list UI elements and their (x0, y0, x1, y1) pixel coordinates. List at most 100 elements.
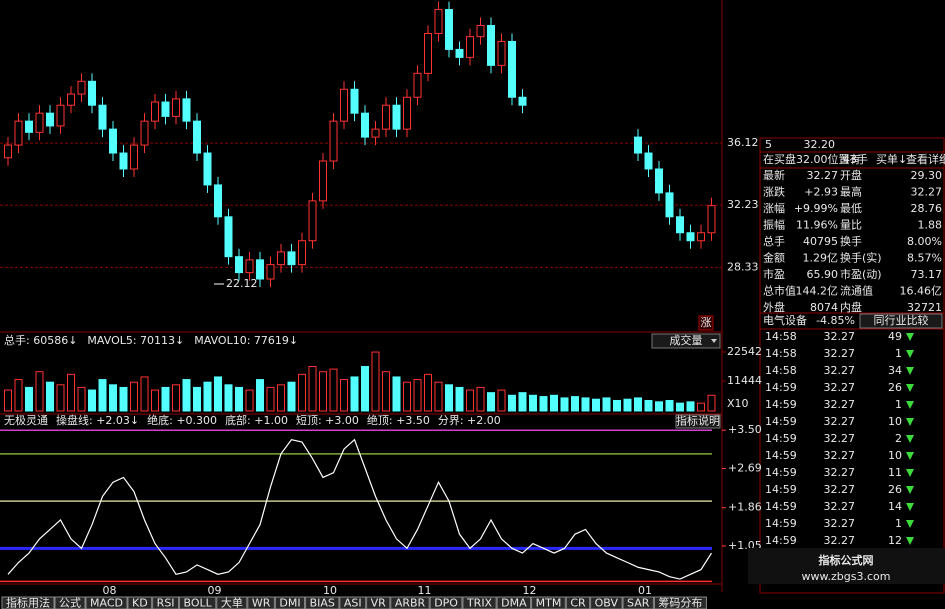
tab-label[interactable]: TRIX (466, 597, 493, 609)
trade-arrow (906, 418, 914, 426)
quote-value: 1.88 (918, 219, 943, 232)
tab-label[interactable]: 筹码分布 (658, 596, 702, 609)
candle-body (203, 152, 212, 186)
quote-label: 流通值 (840, 284, 873, 298)
tab[interactable] (179, 596, 217, 609)
quote-value: 40795 (803, 235, 838, 248)
candle-body (403, 96, 411, 130)
tab[interactable] (152, 596, 180, 609)
tab-label[interactable]: ASI (344, 597, 362, 609)
tab[interactable] (216, 596, 248, 609)
trade-arrow (906, 384, 914, 392)
trade-arrow (906, 401, 914, 409)
volume-bar (634, 397, 642, 412)
candle-body (329, 120, 338, 162)
candle-body (161, 101, 170, 117)
trade-volume: 1 (895, 347, 902, 360)
quote-value: +9.99% (794, 202, 838, 215)
trade-price: 32.27 (824, 347, 856, 360)
tab-label[interactable]: KD (132, 597, 148, 609)
compare-button[interactable] (859, 313, 943, 329)
tab[interactable] (85, 596, 128, 609)
volume-bar (413, 379, 422, 412)
volume-bar (518, 392, 527, 412)
volume-bar (686, 401, 695, 412)
tab[interactable] (274, 596, 306, 609)
tab-label[interactable]: CR (570, 597, 586, 609)
tab[interactable] (54, 596, 86, 609)
trade-time: 14:59 (765, 415, 797, 428)
candle-body (46, 112, 54, 127)
tab-label[interactable]: BOLL (184, 597, 213, 609)
trade-time: 14:58 (765, 347, 797, 360)
quote-value: 8.00% (907, 235, 942, 248)
tab-label[interactable]: MACD (90, 597, 123, 609)
volume-bar (550, 394, 558, 412)
tab[interactable] (339, 596, 367, 609)
order-info[interactable]: 查看详细 (906, 152, 945, 166)
tab[interactable] (590, 596, 623, 609)
tab-label[interactable]: RSI (157, 597, 175, 609)
candle-body (445, 9, 453, 50)
tab-label[interactable]: DMA (501, 597, 527, 609)
tab-label[interactable]: VR (371, 597, 387, 609)
quote-panel (759, 137, 945, 594)
tab-label[interactable]: DPO (434, 597, 458, 609)
tab[interactable] (565, 596, 591, 609)
volume-button[interactable] (651, 333, 721, 349)
tab[interactable] (366, 596, 391, 609)
y-tick-label: +2.69 (728, 461, 762, 474)
tab[interactable] (127, 596, 153, 609)
volume-bar (98, 379, 107, 412)
tab-label[interactable]: SAR (627, 597, 650, 609)
volume-bar (308, 365, 317, 412)
candle-body (392, 104, 401, 130)
tab-label[interactable]: MTM (536, 597, 562, 609)
candle-body (655, 168, 663, 194)
tab-label[interactable]: 大单 (221, 596, 243, 609)
quote-top-price: 32.20 (804, 138, 836, 151)
tab[interactable] (390, 596, 430, 609)
volume-bar (214, 376, 222, 412)
indicator-button-label[interactable]: 指标说明 (676, 414, 720, 428)
candle-body (340, 88, 348, 122)
tab[interactable] (622, 596, 654, 609)
candle-body (266, 264, 275, 280)
candle-body (88, 80, 96, 106)
tab[interactable] (653, 596, 707, 609)
y-tick-label: +1.86 (728, 501, 762, 514)
candle-body (487, 25, 495, 66)
tab[interactable] (247, 596, 275, 609)
volume-bar (350, 376, 359, 412)
tab-label[interactable]: BIAS (310, 597, 335, 609)
tab[interactable] (531, 596, 566, 609)
candle-body (382, 104, 390, 130)
watermark-title: 指标公式网 (819, 553, 874, 567)
trade-volume: 10 (888, 415, 902, 428)
quote-value: 65.90 (807, 268, 839, 281)
tab-label[interactable]: 指标用法 (6, 596, 50, 609)
trade-price: 32.27 (824, 364, 856, 377)
candle-body (245, 259, 254, 274)
tab[interactable] (1, 596, 55, 609)
volume-bar (182, 379, 191, 412)
candle-body (224, 216, 233, 258)
tab[interactable] (429, 596, 463, 609)
tab-label[interactable]: DMI (279, 597, 300, 609)
watermark-url: www.zbgs3.com (802, 570, 891, 583)
tab-label[interactable]: 公式 (59, 597, 81, 609)
tab[interactable] (496, 596, 532, 609)
candle-body (476, 25, 485, 38)
trade-volume: 1 (895, 517, 902, 530)
indicator-button[interactable] (675, 414, 721, 429)
tab[interactable] (462, 596, 497, 609)
volume-button-label[interactable]: 成交量 (670, 333, 703, 347)
tab[interactable] (305, 596, 340, 609)
tab-label[interactable]: OBV (595, 597, 619, 609)
tab-label[interactable]: WR (252, 597, 271, 609)
tab-label[interactable]: ARBR (395, 597, 426, 609)
x-tick-label: 11 (418, 584, 432, 597)
volume-bar (119, 386, 128, 412)
compare-button-label[interactable]: 同行业比较 (874, 313, 929, 327)
volume-bar (487, 392, 495, 412)
